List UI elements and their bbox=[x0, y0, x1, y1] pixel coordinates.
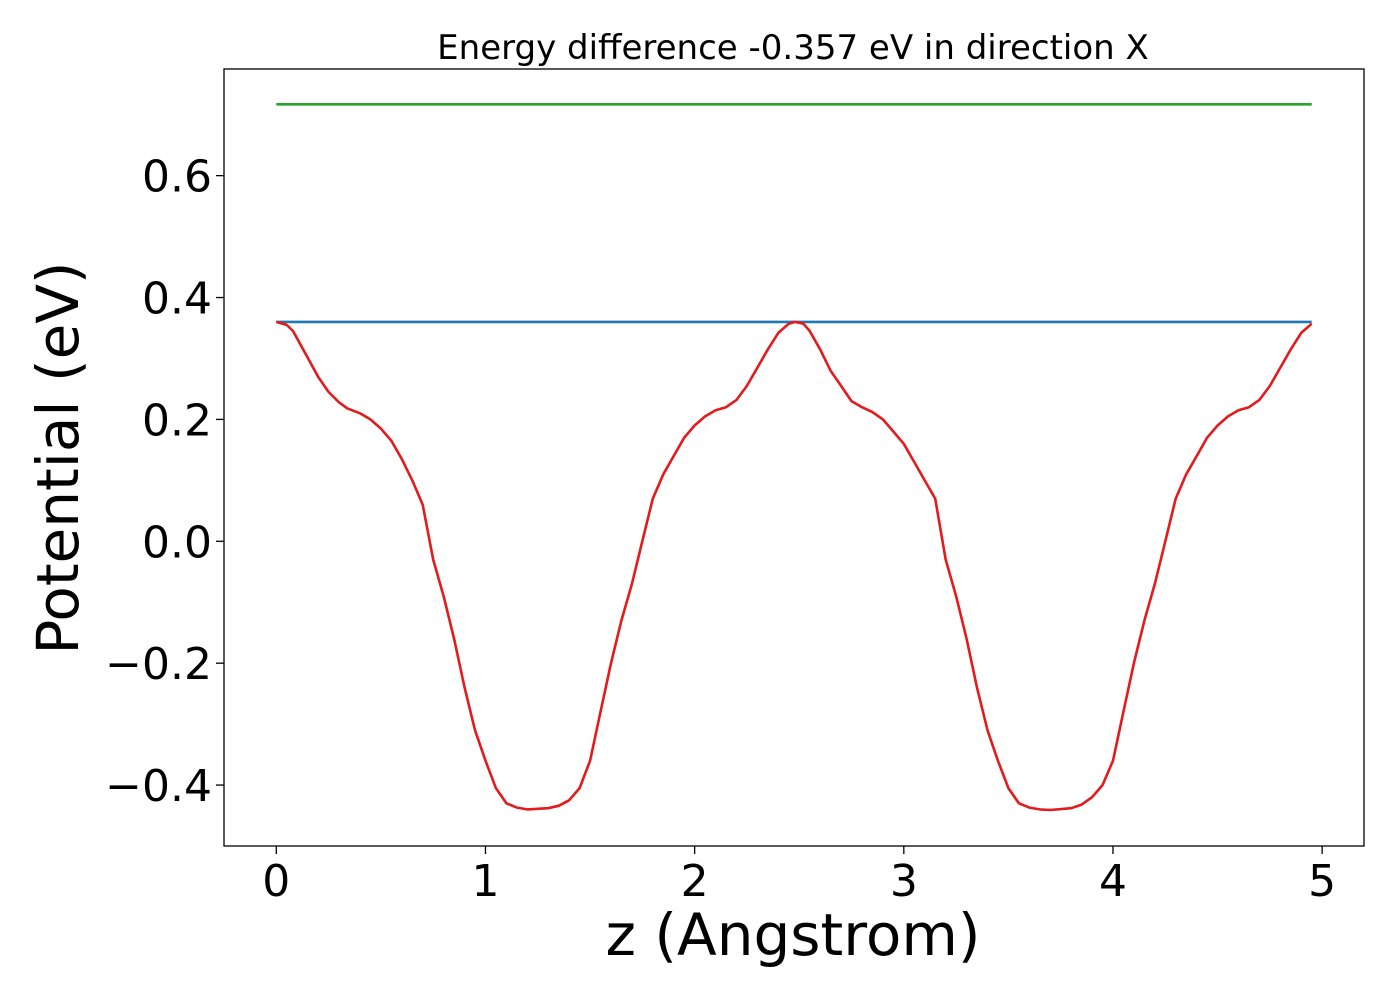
x-tick-label: 4 bbox=[1099, 856, 1127, 907]
y-axis-ticks: −0.4 −0.2 0.0 0.2 0.4 0.6 bbox=[105, 152, 224, 812]
x-axis-ticks: 0 1 2 3 4 5 bbox=[262, 846, 1336, 907]
chart-title: Energy difference -0.357 eV in direction… bbox=[437, 28, 1149, 68]
y-tick-label: −0.2 bbox=[105, 639, 212, 690]
plot-area-frame bbox=[223, 68, 1365, 847]
x-tick-label: 0 bbox=[262, 856, 290, 907]
series-line-2 bbox=[275, 320, 1313, 812]
x-tick-label: 3 bbox=[890, 856, 918, 907]
y-tick-label: 0.4 bbox=[142, 274, 212, 325]
y-tick-label: 0.2 bbox=[142, 395, 212, 446]
x-axis-label: z (Angstrom) bbox=[606, 901, 981, 969]
series-layer bbox=[275, 103, 1313, 812]
y-tick-label: 0.0 bbox=[142, 517, 212, 568]
y-tick-label: 0.6 bbox=[142, 152, 212, 203]
x-tick-label: 5 bbox=[1308, 856, 1336, 907]
y-tick-label: −0.4 bbox=[105, 761, 212, 812]
x-tick-label: 1 bbox=[471, 856, 499, 907]
y-axis-label: Potential (eV) bbox=[24, 261, 92, 654]
x-tick-label: 2 bbox=[681, 856, 709, 907]
